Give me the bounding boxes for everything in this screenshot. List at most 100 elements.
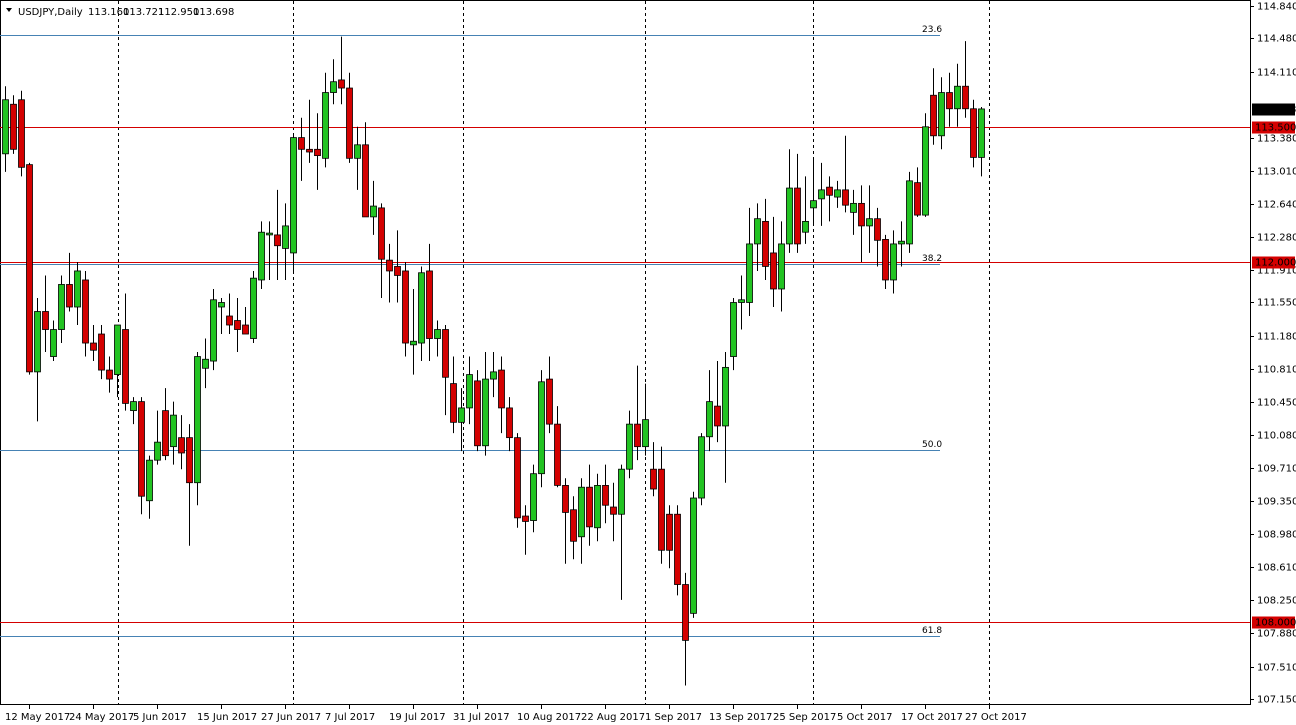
candle-body — [266, 232, 273, 236]
candle-body — [322, 92, 329, 159]
candle-body — [762, 220, 769, 267]
candle-body — [298, 137, 305, 150]
candle-body — [730, 302, 737, 357]
x-tick-label: 1 Sep 2017 — [645, 712, 702, 723]
candle-body — [202, 358, 209, 369]
candle-body — [146, 459, 153, 502]
candle-body — [714, 405, 721, 427]
y-tick-label: 114.840 — [1257, 2, 1296, 13]
candle-body — [90, 342, 97, 351]
candle-body — [82, 279, 89, 344]
x-tick-label: 27 Jun 2017 — [261, 712, 321, 723]
candle-body — [602, 485, 609, 506]
header-value: 113.160 — [88, 7, 129, 18]
candle-body — [442, 329, 449, 378]
fib-label: 50.0 — [922, 440, 942, 450]
candle-body — [74, 270, 81, 308]
candle-body — [666, 513, 673, 551]
candle-body — [906, 180, 913, 245]
candle-body — [490, 371, 497, 380]
candle-body — [690, 497, 697, 614]
candle-body — [882, 239, 889, 281]
candle-body — [794, 187, 801, 245]
candle-body — [946, 92, 953, 110]
candle-body — [386, 259, 393, 272]
candle-body — [938, 92, 945, 137]
candle-body — [514, 437, 521, 519]
candle-body — [930, 94, 937, 137]
candle-body — [498, 369, 505, 409]
y-tick-label: 108.250 — [1257, 596, 1296, 607]
candle-body — [506, 407, 513, 439]
candle-body — [394, 266, 401, 276]
candle-body — [706, 401, 713, 438]
candle-body — [978, 108, 985, 158]
candle-body — [242, 324, 249, 335]
candle-body — [802, 220, 809, 233]
candle-body — [610, 506, 617, 515]
y-tick-label: 114.480 — [1257, 34, 1296, 45]
x-tick-label: 12 May 2017 — [5, 712, 70, 723]
header-value: 113.721 — [123, 7, 164, 18]
candle-body — [50, 329, 57, 357]
x-tick-label: 24 May 2017 — [69, 712, 134, 723]
candle-body — [578, 486, 585, 538]
y-tick-label: 110.810 — [1257, 365, 1296, 376]
candle-body — [954, 85, 961, 110]
candle-body — [106, 369, 113, 380]
last-price-label: 113.698 — [1255, 105, 1296, 116]
y-tick-label: 108.610 — [1257, 563, 1296, 574]
candle-body — [682, 584, 689, 641]
candle-body — [594, 485, 601, 529]
candle-body — [314, 148, 321, 157]
x-tick-label: 10 Aug 2017 — [517, 712, 581, 723]
candle-body — [418, 272, 425, 344]
candle-body — [642, 419, 649, 448]
candle-body — [434, 329, 441, 339]
candle-body — [618, 468, 625, 515]
level-tag — [1252, 256, 1295, 269]
candle-body — [378, 207, 385, 260]
candle-body — [402, 270, 409, 344]
candle-body — [362, 144, 369, 218]
candle-body — [130, 401, 137, 412]
x-tick-label: 13 Sep 2017 — [709, 712, 772, 723]
candle-body — [858, 202, 865, 227]
candle-body — [546, 378, 553, 425]
candle-body — [770, 252, 777, 290]
y-tick-label: 114.110 — [1257, 68, 1296, 79]
candle-body — [914, 182, 921, 216]
y-tick-label: 107.880 — [1257, 629, 1296, 640]
candle-body — [42, 311, 49, 330]
candle-body — [962, 85, 969, 110]
candle-body — [290, 137, 297, 254]
chart-title: USDJPY,Daily — [18, 7, 83, 18]
candle-body — [58, 284, 65, 330]
candle-body — [354, 144, 361, 159]
candle-body — [10, 103, 17, 150]
candle-body — [138, 401, 145, 497]
x-tick-label: 31 Jul 2017 — [453, 712, 510, 723]
candle-body — [586, 486, 593, 528]
x-tick-label: 5 Oct 2017 — [837, 712, 892, 723]
header-arrow — [6, 8, 12, 12]
candle-body — [154, 441, 161, 461]
candle-body — [842, 189, 849, 206]
candle-body — [826, 186, 833, 196]
candle-body — [810, 200, 817, 209]
candle-body — [474, 380, 481, 447]
header-value: 112.950 — [158, 7, 199, 18]
candle-body — [114, 324, 121, 375]
y-tick-label: 111.910 — [1257, 266, 1296, 277]
candle-body — [970, 108, 977, 158]
y-tick-label: 109.710 — [1257, 464, 1296, 475]
candle-body — [890, 243, 897, 281]
candle-body — [194, 356, 201, 484]
candle-body — [530, 473, 537, 521]
candle-body — [754, 218, 761, 245]
candle-body — [2, 99, 9, 155]
candle-body — [410, 340, 417, 346]
fib-label: 23.6 — [922, 25, 942, 35]
